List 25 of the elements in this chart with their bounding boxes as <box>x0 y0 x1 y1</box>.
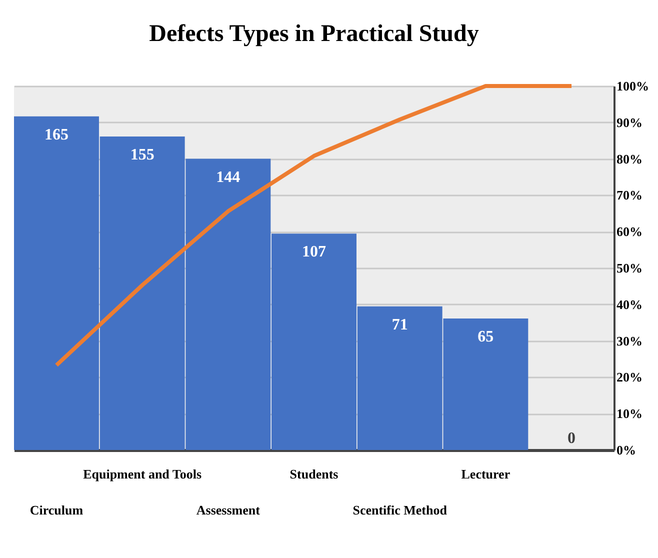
y2-tick-label: 100% <box>616 78 649 94</box>
data-label: 144 <box>216 168 240 186</box>
y2-tick-label: 90% <box>616 114 642 130</box>
x-tick-label: Scentific Method <box>352 502 448 518</box>
x-tick-label: Assessment <box>196 502 261 518</box>
data-label: 107 <box>302 244 326 261</box>
x-tick-label: Circulum <box>30 502 84 518</box>
data-label: 65 <box>478 328 494 346</box>
y2-tick-label: 20% <box>616 370 642 385</box>
x-tick-label: Lecturer <box>461 466 510 482</box>
data-label: 165 <box>44 126 68 144</box>
y2-tick-label: 80% <box>616 151 642 166</box>
y2-tick-label: 60% <box>616 224 642 240</box>
data-label: 0 <box>568 430 576 447</box>
chart-title: Defects Types in Practical Study <box>149 21 479 47</box>
y2-tick-label: 0% <box>616 442 636 458</box>
data-label: 71 <box>392 316 408 334</box>
x-tick-label: Students <box>290 466 338 482</box>
y2-tick-label: 10% <box>616 406 642 422</box>
y2-tick-label: 40% <box>616 296 642 312</box>
y2-tick-label: 50% <box>616 260 642 276</box>
x-tick-label: Equipment and Tools <box>83 466 202 482</box>
y2-tick-label: 30% <box>616 333 642 348</box>
data-label: 155 <box>130 146 154 164</box>
y2-tick-label: 70% <box>616 188 642 203</box>
